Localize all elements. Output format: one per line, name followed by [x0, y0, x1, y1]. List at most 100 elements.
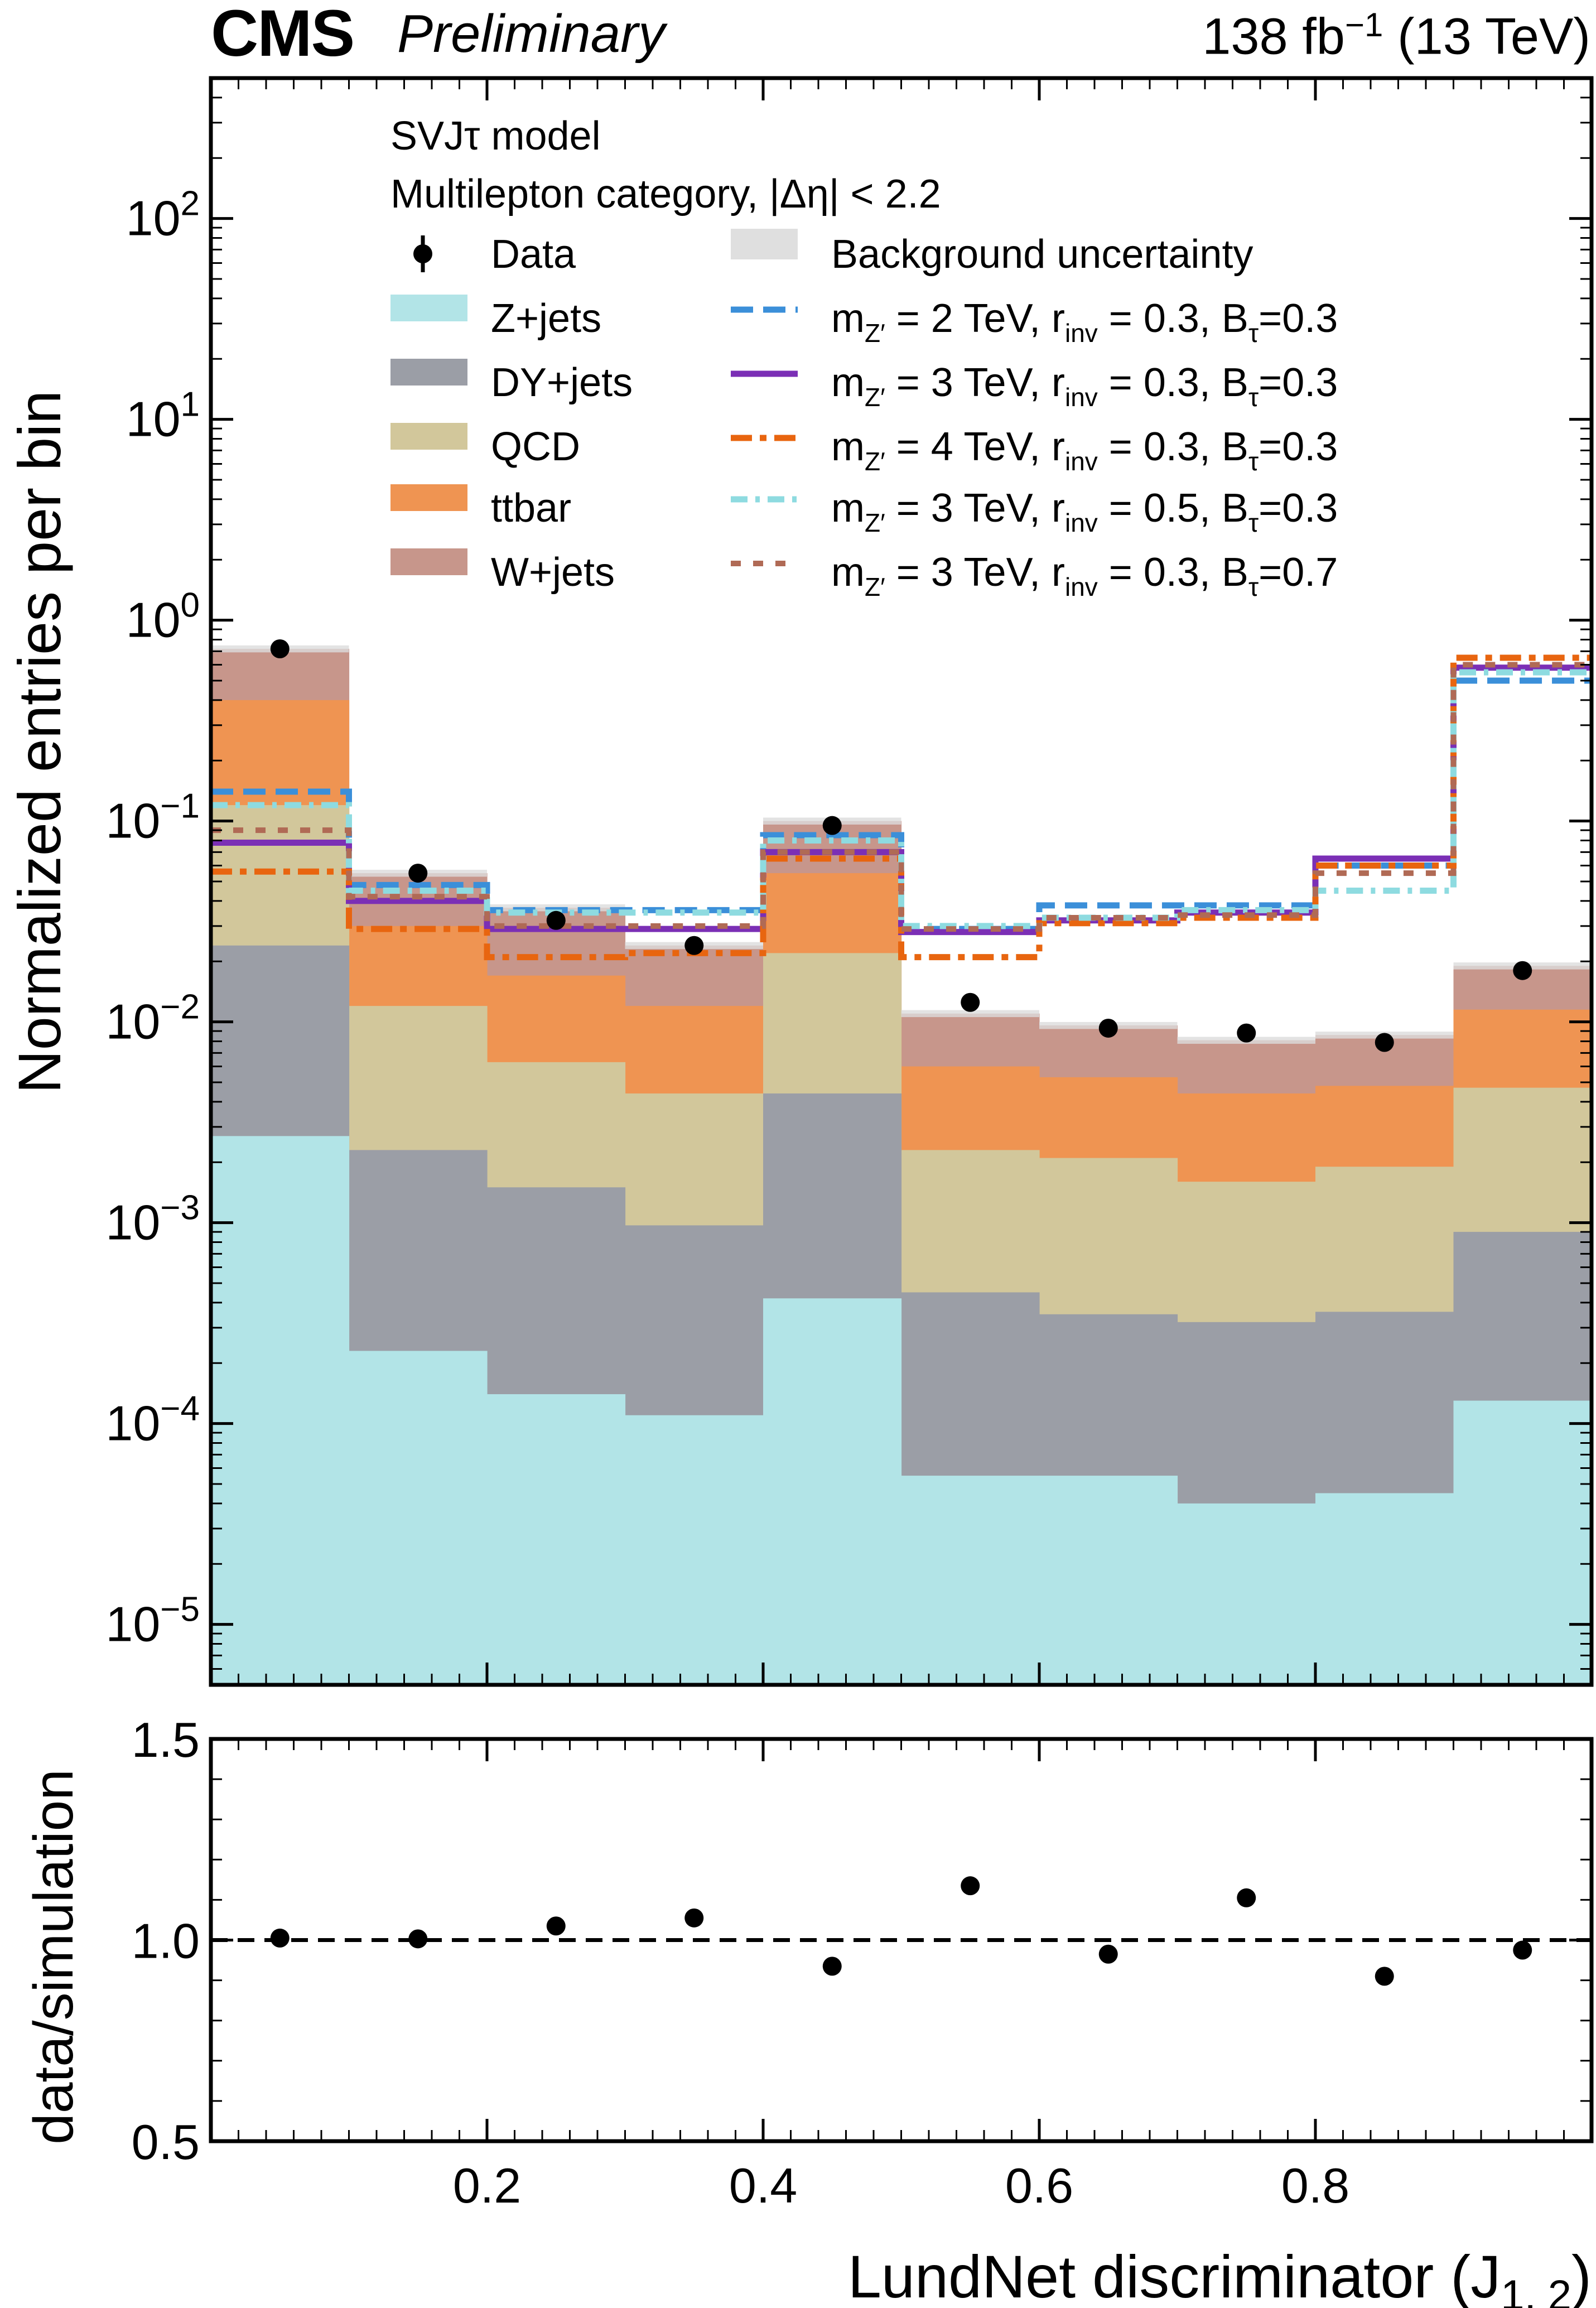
- x-tick-label-2: 0.4: [729, 2158, 797, 2213]
- legend-m: m: [831, 425, 865, 469]
- x-axis-label-sub: 1, 2: [1501, 2272, 1571, 2308]
- legend-label-signal-2: mZ′ = 3 TeV, rinv = 0.3, Bτ=0.3: [831, 360, 1338, 412]
- x-axis-label-end: ): [1571, 2243, 1592, 2308]
- legend-r-val: = 0.3, B: [1098, 550, 1248, 595]
- y-tick-base: 10: [126, 191, 181, 246]
- ratio-point-2: [408, 1929, 428, 1949]
- y-tick-label-7: 10−4: [105, 1390, 200, 1451]
- ratio-point-10: [1513, 1940, 1532, 1960]
- ratio-point-9: [1375, 1967, 1394, 1986]
- annotation-category: Multilepton category, |Δη| < 2.2: [390, 172, 941, 216]
- legend-m-sub: Z′: [865, 508, 885, 537]
- legend-b-val: =0.3: [1259, 296, 1338, 341]
- legend-b-val: =0.7: [1259, 550, 1338, 595]
- legend-m-val: = 3 TeV, r: [885, 360, 1065, 405]
- y-tick-base: 10: [126, 592, 181, 648]
- bar-zjets-bin5: [763, 1298, 902, 1685]
- y-tick-exp: 2: [181, 185, 200, 223]
- legend-label-uncertainty: Background uncertainty: [831, 232, 1253, 277]
- legend-label-signal-4: mZ′ = 3 TeV, rinv = 0.5, Bτ=0.3: [831, 486, 1338, 537]
- legend-m-val: = 2 TeV, r: [885, 296, 1065, 341]
- legend-swatch-qcd: [390, 423, 467, 450]
- legend-m-val: = 3 TeV, r: [885, 550, 1065, 595]
- legend-b-sub: τ: [1248, 383, 1259, 412]
- legend-m: m: [831, 296, 865, 341]
- legend-label-signal-1: mZ′ = 2 TeV, rinv = 0.3, Bτ=0.3: [831, 296, 1338, 348]
- x-tick-label-3: 0.6: [1005, 2158, 1073, 2213]
- y-tick-base: 10: [105, 1396, 160, 1451]
- y-tick-exp: −4: [160, 1390, 200, 1428]
- signal-line-1: [211, 677, 1592, 932]
- legend-label-signal-3: mZ′ = 4 TeV, rinv = 0.3, Bτ=0.3: [831, 425, 1338, 476]
- bar-zjets-bin9: [1315, 1493, 1454, 1685]
- legend-swatch-zjets: [390, 295, 467, 321]
- data-point-8: [1237, 1023, 1256, 1043]
- experiment-logo-text: CMS: [211, 0, 355, 70]
- y-axis-label: Normalized entries per bin: [6, 391, 73, 1094]
- y-tick-label-3: 100: [126, 586, 200, 648]
- bar-zjets-bin1: [211, 1136, 350, 1685]
- data-point-4: [684, 936, 704, 955]
- y-tick-exp: 0: [181, 586, 200, 625]
- data-point-3: [546, 910, 566, 930]
- y-tick-label-8: 10−5: [105, 1591, 200, 1652]
- ratio-point-7: [1098, 1944, 1118, 1964]
- bar-zjets-bin8: [1177, 1503, 1316, 1685]
- legend-data-marker: [413, 244, 432, 263]
- annotation-model: SVJτ model: [390, 114, 601, 158]
- legend-label-wjets: W+jets: [491, 550, 615, 595]
- legend-label-data: Data: [491, 232, 576, 277]
- legend-label-zjets: Z+jets: [491, 296, 601, 341]
- legend-r-val: = 0.3, B: [1098, 360, 1248, 405]
- ratio-point-4: [684, 1908, 704, 1928]
- data-point-1: [270, 639, 290, 658]
- legend-label-signal-5: mZ′ = 3 TeV, rinv = 0.3, Bτ=0.7: [831, 550, 1338, 601]
- legend-r-val: = 0.5, B: [1098, 486, 1248, 531]
- x-tick-label-4: 0.8: [1281, 2158, 1349, 2213]
- x-tick-label-1: 0.2: [453, 2158, 521, 2213]
- legend-m-val: = 4 TeV, r: [885, 425, 1065, 469]
- ratio-point-5: [822, 1957, 842, 1976]
- energy-label: (13 TeV): [1383, 8, 1590, 65]
- legend-swatch-uncertainty: [731, 229, 798, 259]
- lumi-value: 138 fb: [1202, 8, 1345, 65]
- y-tick-label-6: 10−3: [105, 1189, 200, 1250]
- lumi-exponent: −1: [1344, 6, 1383, 44]
- bar-zjets-bin2: [349, 1351, 488, 1685]
- legend-r-sub: inv: [1065, 447, 1098, 476]
- y-tick-label-5: 10−2: [105, 988, 200, 1049]
- legend-b-sub: τ: [1248, 447, 1259, 476]
- x-axis-label-main: LundNet discriminator (J: [848, 2243, 1501, 2308]
- y-tick-label-1: 102: [126, 185, 200, 246]
- y-tick-exp: −2: [160, 988, 200, 1027]
- legend-m-sub: Z′: [865, 447, 885, 476]
- y-tick-base: 10: [105, 1597, 160, 1652]
- y-tick-base: 10: [105, 793, 160, 849]
- y-tick-exp: −3: [160, 1189, 200, 1227]
- y-tick-exp: −1: [160, 787, 200, 826]
- y-tick-base: 10: [126, 392, 181, 447]
- legend-label-ttbar: ttbar: [491, 486, 571, 531]
- data-point-10: [1513, 961, 1532, 980]
- bar-zjets-bin7: [1039, 1476, 1178, 1685]
- legend-m-sub: Z′: [865, 383, 885, 412]
- legend-m-sub: Z′: [865, 572, 885, 601]
- y-tick-base: 10: [105, 1195, 160, 1250]
- x-axis-label: LundNet discriminator (J1, 2): [848, 2243, 1592, 2308]
- legend-r-sub: inv: [1065, 383, 1098, 412]
- ratio-plot: 0.5 1.0 1.5 0.2 0.4 0.6 0.8 data/simulation Lund…: [22, 1712, 1594, 2308]
- legend-r-sub: inv: [1065, 319, 1098, 348]
- legend-b-val: =0.3: [1259, 486, 1338, 531]
- ratio-y-tick-label-3: 1.5: [132, 1712, 200, 1767]
- legend-swatch-wjets: [390, 548, 467, 575]
- legend-label-qcd: QCD: [491, 425, 580, 469]
- data-point-2: [408, 864, 428, 883]
- y-tick-exp: 1: [181, 386, 200, 424]
- bar-zjets-bin10: [1453, 1400, 1592, 1685]
- ratio-point-1: [270, 1928, 290, 1948]
- ratio-y-tick-label-1: 0.5: [132, 2114, 200, 2170]
- data-point-7: [1098, 1018, 1118, 1038]
- ratio-point-6: [961, 1876, 980, 1896]
- legend-r-val: = 0.3, B: [1098, 296, 1248, 341]
- legend-label-dyjets: DY+jets: [491, 360, 633, 405]
